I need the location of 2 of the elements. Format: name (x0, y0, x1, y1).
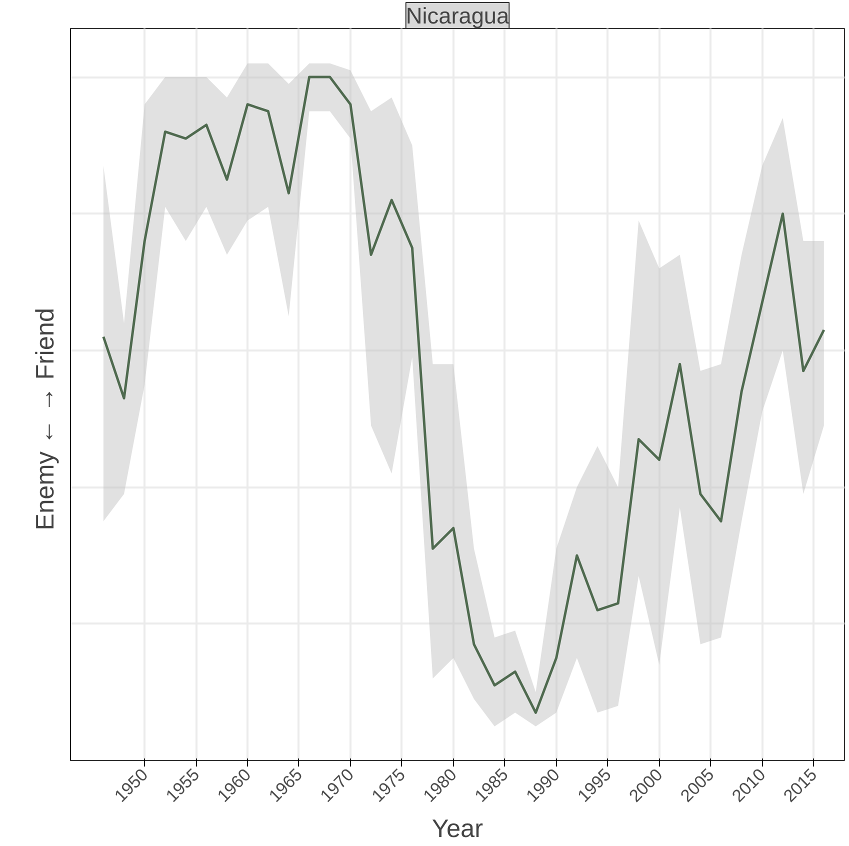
x-axis-title: Year (432, 815, 484, 844)
y-axis-title: Enemy ← → Friend (32, 308, 60, 530)
